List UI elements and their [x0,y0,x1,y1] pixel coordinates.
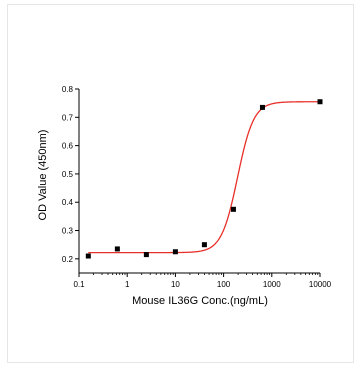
x-tick-label: 100 [217,280,231,289]
y-axis-title: OD Value (450nm) [37,130,49,221]
y-axis-ticks: 0.2 0.3 0.4 0.5 0.6 0.7 0.8 [62,85,79,264]
data-point [114,246,120,252]
x-tick-label: 1 [125,280,130,289]
axes [78,89,320,274]
y-tick-label: 0.4 [62,198,74,207]
y-tick-label: 0.5 [62,170,74,179]
x-tick-label: 1000 [263,280,281,289]
data-point [172,249,178,255]
y-tick-label: 0.7 [62,113,74,122]
y-tick-label: 0.3 [62,227,74,236]
y-tick-label: 0.2 [62,255,74,264]
chart-frame [7,4,354,363]
x-tick-label: 10000 [309,280,332,289]
x-tick-label: 0.1 [73,280,85,289]
data-point [85,253,91,259]
x-axis-title: Mouse IL36G Conc.(ng/mL) [132,295,268,307]
y-tick-label: 0.8 [62,85,74,94]
data-points [85,99,323,259]
data-point [230,206,236,212]
fit-curve [88,101,320,254]
data-point [259,104,265,110]
y-tick-label: 0.6 [62,142,74,151]
data-point [317,99,323,105]
x-tick-label: 10 [171,280,180,289]
data-point [201,242,207,248]
x-axis-ticks: 0.1 1 10 100 1000 10000 [73,273,332,289]
data-point [143,252,149,258]
